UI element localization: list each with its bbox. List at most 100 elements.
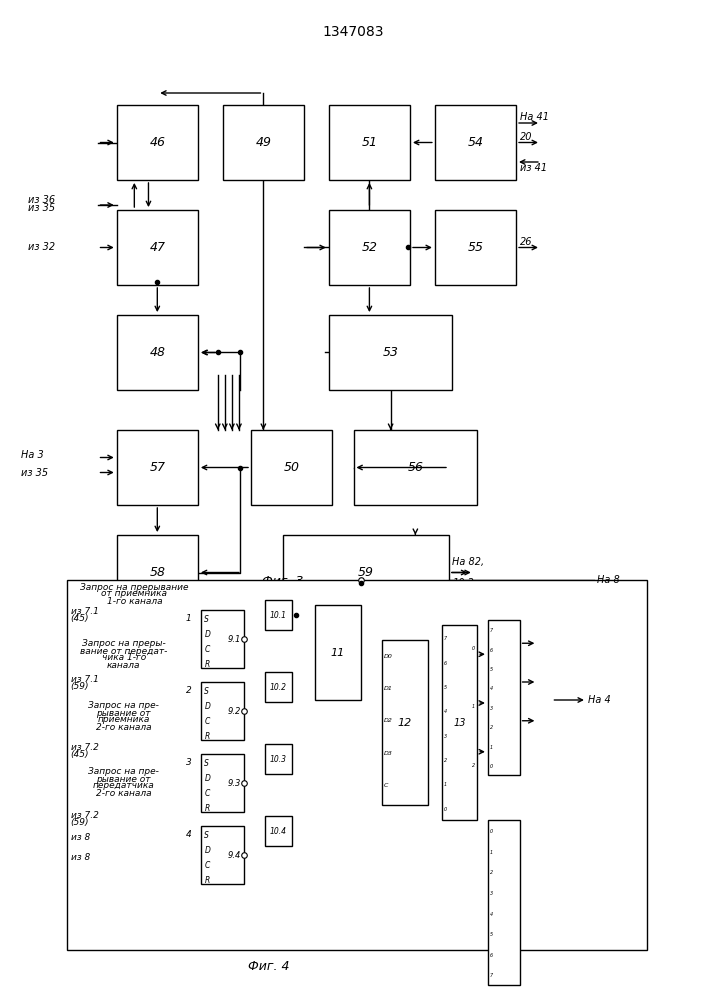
Text: канала: канала	[107, 660, 141, 670]
Text: 2: 2	[444, 758, 447, 763]
Text: D3: D3	[384, 751, 393, 756]
Bar	[354, 430, 477, 505]
Text: Запрос на преры-: Запрос на преры-	[82, 640, 165, 648]
Text: D2: D2	[384, 718, 393, 723]
Text: 4: 4	[490, 686, 493, 691]
Text: Запрос на прерывание: Запрос на прерывание	[80, 582, 189, 591]
Text: 7: 7	[490, 973, 493, 978]
Bar	[265, 600, 292, 630]
Text: C: C	[204, 789, 210, 798]
Bar	[201, 682, 244, 740]
Bar	[435, 105, 516, 180]
Text: C: C	[204, 645, 210, 654]
Text: 0: 0	[490, 829, 493, 834]
Text: 20: 20	[520, 132, 533, 142]
Bar	[315, 605, 361, 700]
Text: из 35: из 35	[28, 203, 55, 213]
Text: 2-го канала: 2-го канала	[96, 788, 151, 798]
Text: из 8: из 8	[71, 832, 90, 842]
Bar	[488, 620, 520, 775]
Text: 7: 7	[490, 628, 493, 633]
Text: из 32: из 32	[28, 242, 55, 252]
Text: S: S	[204, 831, 209, 840]
Text: 10.1: 10.1	[270, 610, 287, 619]
Text: 6: 6	[444, 661, 447, 666]
Text: 57: 57	[149, 461, 165, 474]
Bar	[117, 105, 198, 180]
Text: 11: 11	[330, 648, 345, 658]
Text: вание от передат-: вание от передат-	[80, 647, 168, 656]
Text: из 7.1: из 7.1	[71, 606, 98, 615]
Bar	[329, 210, 410, 285]
Text: 58: 58	[149, 566, 165, 579]
Text: 56: 56	[407, 461, 423, 474]
Text: 2-го канала: 2-го канала	[96, 722, 151, 732]
Text: 49: 49	[255, 136, 271, 149]
Text: Запрос на пре-: Запрос на пре-	[88, 768, 159, 776]
Text: 54: 54	[467, 136, 484, 149]
Text: 6: 6	[490, 953, 493, 958]
Bar	[329, 315, 452, 390]
Text: 1-го канала: 1-го канала	[107, 596, 162, 605]
Text: из 7.2: из 7.2	[71, 812, 98, 820]
Text: S: S	[204, 615, 209, 624]
Text: На 41: На 41	[520, 112, 549, 122]
Text: 2: 2	[490, 725, 493, 730]
Text: 55: 55	[467, 241, 484, 254]
Text: 10.2: 10.2	[452, 578, 474, 587]
Text: На 82,: На 82,	[452, 558, 484, 568]
Bar	[442, 625, 477, 820]
Bar	[67, 580, 647, 950]
Text: 9.1: 9.1	[228, 634, 241, 644]
Text: 6: 6	[490, 648, 493, 653]
Text: Запрос на пре-: Запрос на пре-	[88, 702, 159, 710]
Text: D1: D1	[384, 686, 393, 691]
Text: D0: D0	[384, 654, 393, 659]
Text: D: D	[204, 774, 210, 783]
Text: 3: 3	[444, 734, 447, 739]
Text: 0: 0	[472, 646, 475, 651]
Text: На 3: На 3	[21, 450, 44, 460]
Text: передатчика: передатчика	[93, 782, 155, 790]
Text: 10.4: 10.4	[270, 826, 287, 836]
Text: 13: 13	[453, 718, 466, 728]
Text: На 8: На 8	[597, 575, 620, 585]
Text: 12: 12	[397, 718, 412, 728]
Bar	[201, 826, 244, 884]
Text: (59): (59)	[71, 818, 89, 828]
Text: из 7.2: из 7.2	[71, 744, 98, 752]
Bar	[435, 210, 516, 285]
Text: R: R	[204, 660, 209, 669]
Text: C: C	[204, 861, 210, 870]
Text: R: R	[204, 804, 209, 813]
Text: рывание от: рывание от	[96, 708, 151, 718]
Bar	[251, 430, 332, 505]
Text: 1: 1	[490, 850, 493, 855]
Text: R: R	[204, 732, 209, 741]
Text: (59): (59)	[71, 682, 89, 692]
Text: (45): (45)	[71, 613, 89, 622]
Bar	[265, 744, 292, 774]
Bar	[382, 640, 428, 805]
Text: чика 1-го: чика 1-го	[102, 654, 146, 662]
Text: 4: 4	[444, 709, 447, 714]
Text: 9.2: 9.2	[228, 706, 241, 715]
Text: 2: 2	[472, 763, 475, 768]
Text: D: D	[204, 630, 210, 639]
Text: 5: 5	[444, 685, 447, 690]
Bar	[329, 105, 410, 180]
Text: из 8: из 8	[71, 852, 90, 861]
Text: 53: 53	[382, 346, 399, 359]
Text: Фиг. 4: Фиг. 4	[248, 960, 289, 973]
Text: 1: 1	[490, 745, 493, 750]
Text: 0: 0	[444, 807, 447, 812]
Text: 59: 59	[358, 566, 374, 579]
Text: 2: 2	[186, 686, 192, 695]
Text: 9.4: 9.4	[228, 850, 241, 859]
Text: 46: 46	[149, 136, 165, 149]
Text: из 41: из 41	[520, 163, 547, 173]
Text: 1: 1	[472, 704, 475, 709]
Text: 10.2: 10.2	[270, 682, 287, 692]
Text: D: D	[204, 846, 210, 855]
Text: из 36: из 36	[28, 195, 55, 205]
